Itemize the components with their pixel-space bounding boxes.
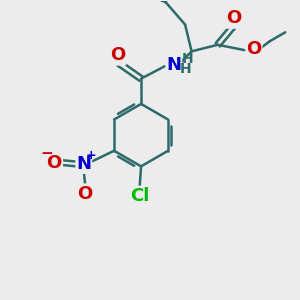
Text: O: O bbox=[110, 46, 125, 64]
Text: H: H bbox=[180, 61, 191, 76]
Text: Cl: Cl bbox=[130, 187, 149, 205]
Text: N: N bbox=[76, 155, 91, 173]
Text: O: O bbox=[246, 40, 262, 58]
Text: +: + bbox=[86, 149, 97, 162]
Text: H: H bbox=[182, 52, 194, 66]
Text: N: N bbox=[166, 56, 181, 74]
Text: −: − bbox=[40, 146, 53, 161]
Text: O: O bbox=[78, 185, 93, 203]
Text: O: O bbox=[46, 154, 62, 172]
Text: O: O bbox=[226, 9, 242, 27]
